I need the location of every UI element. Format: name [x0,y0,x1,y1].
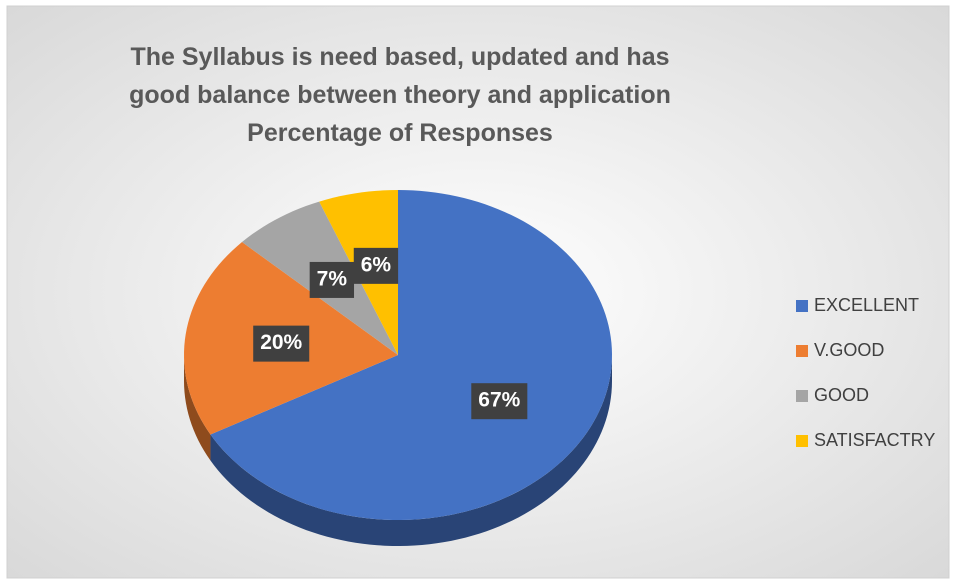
slice-side [210,355,612,546]
data-label: 6% [361,253,392,276]
data-label-box [471,383,528,420]
chart-title: The Syllabus is need based, updated and … [129,43,671,147]
legend-swatch [796,390,808,402]
slice-side [184,355,211,461]
legend-label: EXCELLENT [814,295,919,315]
data-label: 67% [478,389,520,412]
legend-swatch [796,345,808,357]
data-label-box [253,325,310,362]
data-label-box [309,261,355,298]
slice [210,190,612,520]
legend-swatch [796,435,808,447]
data-label-box [353,247,399,284]
data-label: 20% [260,331,302,354]
legend-label: GOOD [814,385,869,405]
legend-swatch [796,300,808,312]
legend-label: SATISFACTRY [814,430,935,450]
legend-label: V.GOOD [814,340,884,360]
data-label: 7% [317,267,348,290]
